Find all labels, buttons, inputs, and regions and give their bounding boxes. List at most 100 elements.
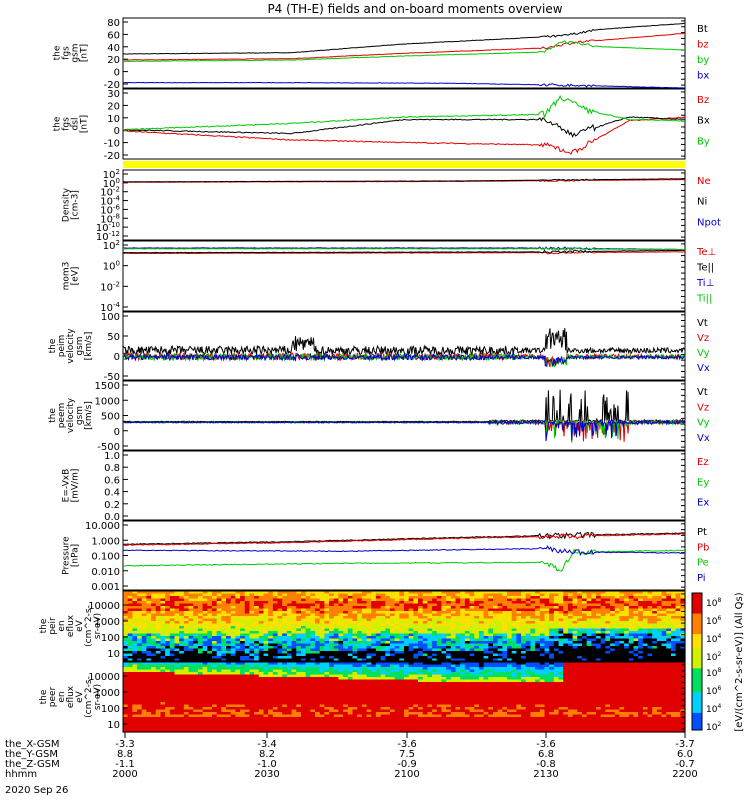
legend-Pt: Pt — [697, 527, 707, 538]
svg-text:peir: peir — [48, 617, 58, 635]
svg-text:the: the — [48, 338, 58, 353]
ephem-value: 2000 — [112, 769, 137, 780]
y-tick-label: 100 — [101, 312, 120, 323]
svg-text:Pressure: Pressure — [62, 536, 72, 575]
svg-text:velocity: velocity — [66, 397, 76, 433]
series-by — [123, 40, 686, 63]
series-Bt — [122, 22, 686, 55]
ephem-value: -0.9 — [397, 759, 417, 770]
colorbar-tick-label: 102 — [706, 651, 721, 663]
svg-text:[nT]: [nT] — [80, 115, 90, 133]
y-axis-label: the peer en eflux eV (cm^2-s-sr-eV) — [39, 676, 103, 718]
series-bx — [123, 81, 685, 89]
legend-Vy: Vy — [697, 418, 710, 429]
series-Bz — [122, 116, 686, 155]
svg-text:(cm^2-s-: (cm^2-s- — [84, 605, 94, 647]
legend-Ti⊥: Ti⊥ — [696, 278, 714, 289]
series-Vy — [122, 418, 685, 443]
y-tick-label: 80 — [107, 18, 120, 29]
svg-text:[mV/m]: [mV/m] — [71, 469, 81, 503]
legend-Vx: Vx — [697, 433, 710, 444]
y-axis-label: E=-VxB [mV/m] — [62, 469, 81, 503]
y-tick-label: 40 — [107, 43, 120, 54]
legend-By: By — [697, 136, 710, 147]
y-tick-label: 10 — [107, 114, 120, 125]
y-tick-label: 20 — [107, 101, 120, 112]
svg-text:en: en — [57, 620, 67, 631]
y-tick-label: 102 — [103, 239, 120, 252]
legend-Te||: Te|| — [696, 263, 714, 274]
svg-text:dsl: dsl — [71, 118, 81, 131]
y-tick-label: 0 — [114, 352, 120, 363]
ephem-value: -3.4 — [257, 739, 277, 750]
ephem-value: 8.2 — [259, 749, 275, 760]
svg-text:[nPa]: [nPa] — [71, 544, 81, 567]
svg-text:gsm: gsm — [75, 336, 85, 355]
ephemeris-table: the_X-GSMthe_Y-GSMthe_Z-GSMhhmm-3.38.8-1… — [5, 732, 698, 796]
ephem-value: -1.1 — [115, 759, 135, 770]
y-tick-label: 0 — [114, 427, 120, 438]
y-tick-label: 10.000 — [85, 521, 120, 532]
svg-text:[nT]: [nT] — [80, 44, 90, 62]
y-tick-label: 1000 — [95, 688, 120, 699]
ephem-row-label: hhmm — [5, 769, 37, 780]
y-tick-label: 0.6 — [104, 475, 120, 486]
panel-e_field: 1.00.80.6 0.40.20.0 E=-VxB [mV/m] Ez Ey Ex — [62, 450, 709, 523]
ephem-value: 7.5 — [399, 749, 415, 760]
ephem-value: 2200 — [672, 769, 697, 780]
spectrogram — [123, 591, 686, 662]
series-Pe — [122, 548, 686, 572]
y-tick-label: 0 — [114, 126, 120, 137]
panel-peir_en_eflux: 10000 1000 100 10 the peir en eflux eV (cm^2-s-sr… — [39, 590, 686, 662]
legend-Vz: Vz — [697, 333, 709, 344]
svg-text:eflux: eflux — [66, 614, 76, 637]
ephem-value: 8.8 — [117, 749, 133, 760]
figure-title: P4 (TH-E) fields and on-board moments ov… — [267, 2, 562, 16]
series-Pb — [122, 533, 686, 547]
y-axis-label: the peir en eflux eV (cm^2-s-sr-eV) — [39, 605, 103, 647]
y-tick-label: 10 — [107, 649, 120, 660]
y-tick-label: 1500 — [95, 381, 120, 392]
series-By — [122, 94, 686, 131]
legend-bz: bz — [697, 40, 709, 51]
legend-Vx: Vx — [697, 363, 710, 374]
y-tick-label: 1.0 — [104, 451, 120, 462]
y-tick-label: -10 — [104, 139, 120, 150]
svg-text:mom3: mom3 — [62, 262, 72, 291]
y-tick-label: 100 — [101, 633, 120, 644]
y-tick-label: 1000 — [95, 617, 120, 628]
legend-Ey: Ey — [697, 477, 709, 488]
y-axis-label: Density [cm-3] — [62, 187, 81, 222]
svg-text:fgs: fgs — [62, 117, 72, 131]
legend-Pe: Pe — [697, 558, 709, 569]
y-tick-label: -50 — [104, 372, 120, 383]
svg-text:the: the — [53, 116, 63, 131]
legend-bx: bx — [697, 71, 709, 82]
y-tick-label: 0.010 — [91, 567, 120, 578]
svg-text:Density: Density — [62, 187, 72, 222]
y-axis-label: Pressure [nPa] — [62, 536, 81, 575]
panel-density: 10210010-210-410-610-810-1010-12Density[… — [62, 168, 721, 243]
ephem-value: -3.6 — [536, 739, 556, 750]
ephem-row-label: the_Z-GSM — [5, 759, 60, 770]
ephem-value: -3.3 — [115, 739, 135, 750]
y-tick-label: 100 — [103, 260, 120, 273]
ephem-row-label: the_Y-GSM — [5, 749, 58, 760]
colorbar: 108 106 104 102 108 106 104 102 [eV/(cm^2-s-sr-e… — [691, 592, 745, 733]
legend-Bt: Bt — [697, 24, 708, 35]
legend-Vz: Vz — [697, 402, 709, 413]
colorbar-tick-label: 104 — [706, 703, 721, 715]
series-bz — [123, 32, 685, 61]
svg-text:fgs: fgs — [62, 46, 72, 60]
y-tick-label: 50 — [107, 332, 120, 343]
y-tick-label: 1.000 — [91, 536, 120, 547]
legend-Vy: Vy — [697, 348, 710, 359]
y-tick-label: 0.100 — [91, 552, 120, 563]
svg-text:sr-eV): sr-eV) — [93, 613, 103, 639]
y-axis-label: the peem velocity gsm [km/s] — [48, 397, 94, 433]
colorbar-tick-label: 108 — [706, 597, 721, 609]
y-axis-label: the fgs dsl [nT] — [53, 115, 90, 133]
